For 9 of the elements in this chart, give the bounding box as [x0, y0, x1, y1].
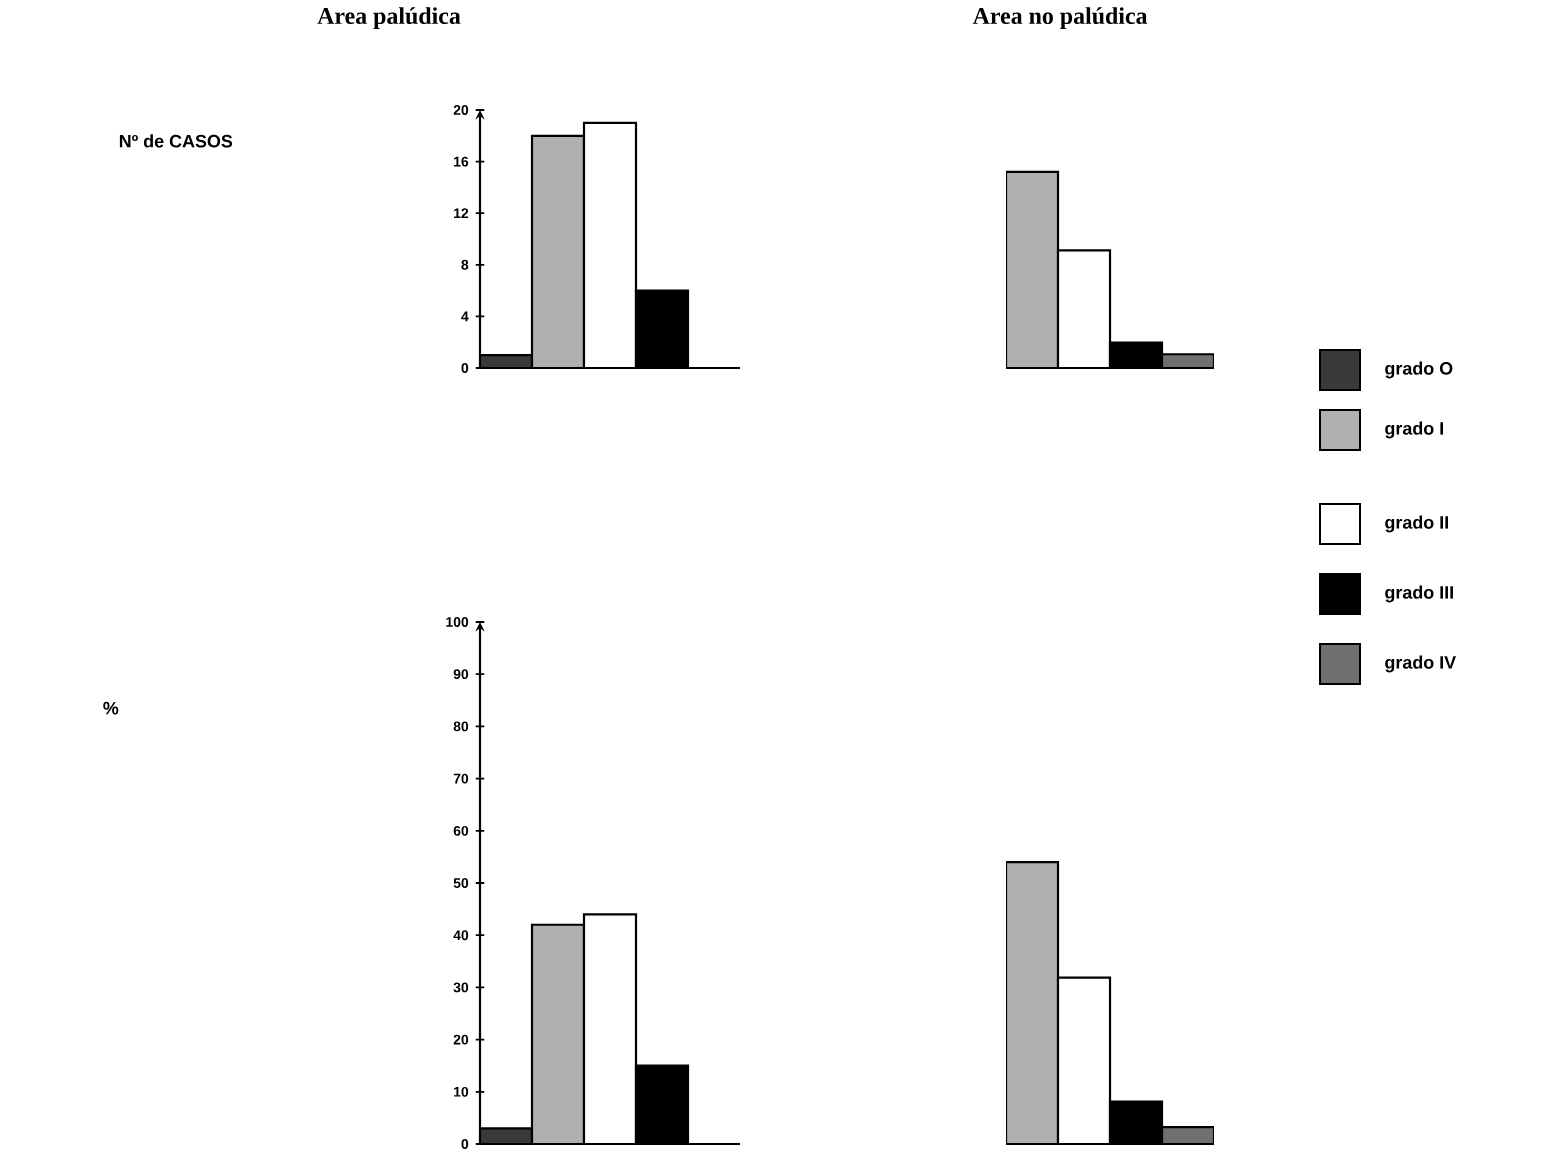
y-axis-title: Nº de CASOS — [119, 134, 233, 148]
text: grado IV — [1385, 655, 1457, 673]
chart-title: Area no palúdica — [972, 7, 1148, 29]
chart-title: Area palúdica — [317, 7, 461, 29]
y-axis-title: % — [103, 701, 119, 715]
text: grado O — [1385, 361, 1453, 379]
text: grado II — [1385, 515, 1448, 533]
text: grado III — [1385, 585, 1453, 603]
text: grado I — [1385, 421, 1443, 439]
